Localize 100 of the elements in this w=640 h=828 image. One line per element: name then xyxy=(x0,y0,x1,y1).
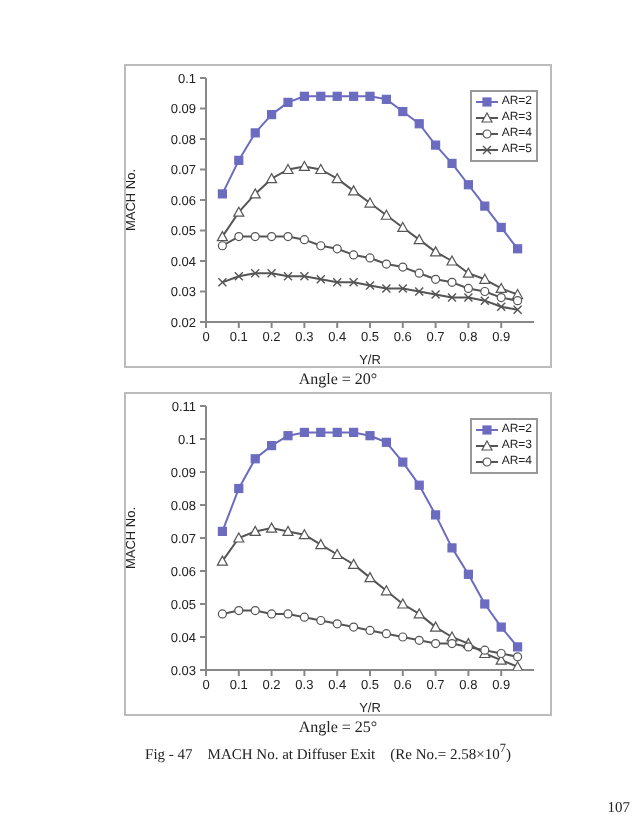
point xyxy=(233,206,245,217)
point xyxy=(283,232,293,242)
point xyxy=(283,271,293,281)
point xyxy=(217,277,228,288)
point xyxy=(249,525,261,536)
point xyxy=(381,94,391,104)
point xyxy=(496,648,506,659)
point xyxy=(299,271,310,281)
point xyxy=(250,128,260,138)
point xyxy=(414,635,424,645)
point xyxy=(430,621,442,632)
point xyxy=(316,91,326,101)
point xyxy=(463,283,473,294)
point xyxy=(365,625,375,635)
point xyxy=(447,292,457,303)
point xyxy=(381,437,391,447)
point xyxy=(397,598,409,609)
point xyxy=(267,609,277,619)
point xyxy=(266,522,278,533)
point xyxy=(513,296,523,306)
point xyxy=(380,585,392,596)
point xyxy=(496,293,506,303)
point xyxy=(298,160,310,172)
point xyxy=(398,632,408,642)
point xyxy=(217,241,227,251)
point xyxy=(414,286,424,297)
point xyxy=(480,286,490,297)
point xyxy=(431,140,441,150)
point xyxy=(331,548,343,560)
point xyxy=(430,289,441,300)
point xyxy=(431,510,441,520)
point xyxy=(447,277,457,287)
point xyxy=(315,163,327,175)
point xyxy=(266,173,278,184)
point xyxy=(398,283,408,294)
point xyxy=(381,259,391,269)
point xyxy=(316,241,326,251)
point xyxy=(298,529,310,540)
point xyxy=(315,539,327,550)
point xyxy=(496,302,506,312)
point xyxy=(513,642,523,652)
point xyxy=(414,480,424,490)
point xyxy=(299,91,309,101)
point xyxy=(234,155,244,165)
point xyxy=(216,555,228,566)
point xyxy=(249,188,261,199)
point xyxy=(413,234,425,245)
point xyxy=(250,232,260,242)
point xyxy=(431,274,441,284)
point xyxy=(348,558,360,569)
point xyxy=(250,454,260,464)
point xyxy=(332,277,342,288)
point xyxy=(332,427,342,437)
point xyxy=(282,525,294,536)
point xyxy=(480,599,490,609)
point xyxy=(431,639,441,649)
point xyxy=(414,119,424,129)
point xyxy=(364,197,376,208)
point xyxy=(316,274,326,284)
point xyxy=(267,232,277,242)
point xyxy=(413,608,425,619)
point xyxy=(217,189,227,199)
point xyxy=(447,543,457,553)
point xyxy=(299,235,309,245)
point xyxy=(299,612,309,622)
point xyxy=(250,606,260,616)
point xyxy=(398,106,408,117)
point xyxy=(349,250,359,260)
point xyxy=(364,572,376,583)
point xyxy=(217,609,227,619)
point xyxy=(447,158,457,168)
point xyxy=(234,271,244,281)
point xyxy=(348,277,359,288)
point xyxy=(479,273,491,284)
point xyxy=(365,253,375,263)
point xyxy=(349,427,359,437)
point xyxy=(365,280,375,291)
point xyxy=(267,441,277,451)
point xyxy=(349,91,359,101)
point xyxy=(283,609,293,619)
point xyxy=(463,292,474,303)
text: Angle = 20° xyxy=(296,370,380,388)
point xyxy=(316,427,326,437)
point xyxy=(496,222,506,233)
point xyxy=(365,431,375,441)
point xyxy=(480,201,490,211)
point xyxy=(414,268,424,278)
point xyxy=(282,163,294,175)
point xyxy=(316,615,326,626)
point xyxy=(513,652,523,662)
point xyxy=(463,180,473,190)
point xyxy=(234,483,244,494)
point xyxy=(447,639,457,649)
point xyxy=(332,91,342,101)
point xyxy=(266,268,277,278)
point xyxy=(332,244,342,254)
point xyxy=(398,262,408,272)
point xyxy=(216,231,228,242)
point xyxy=(381,629,391,639)
point xyxy=(283,431,293,441)
